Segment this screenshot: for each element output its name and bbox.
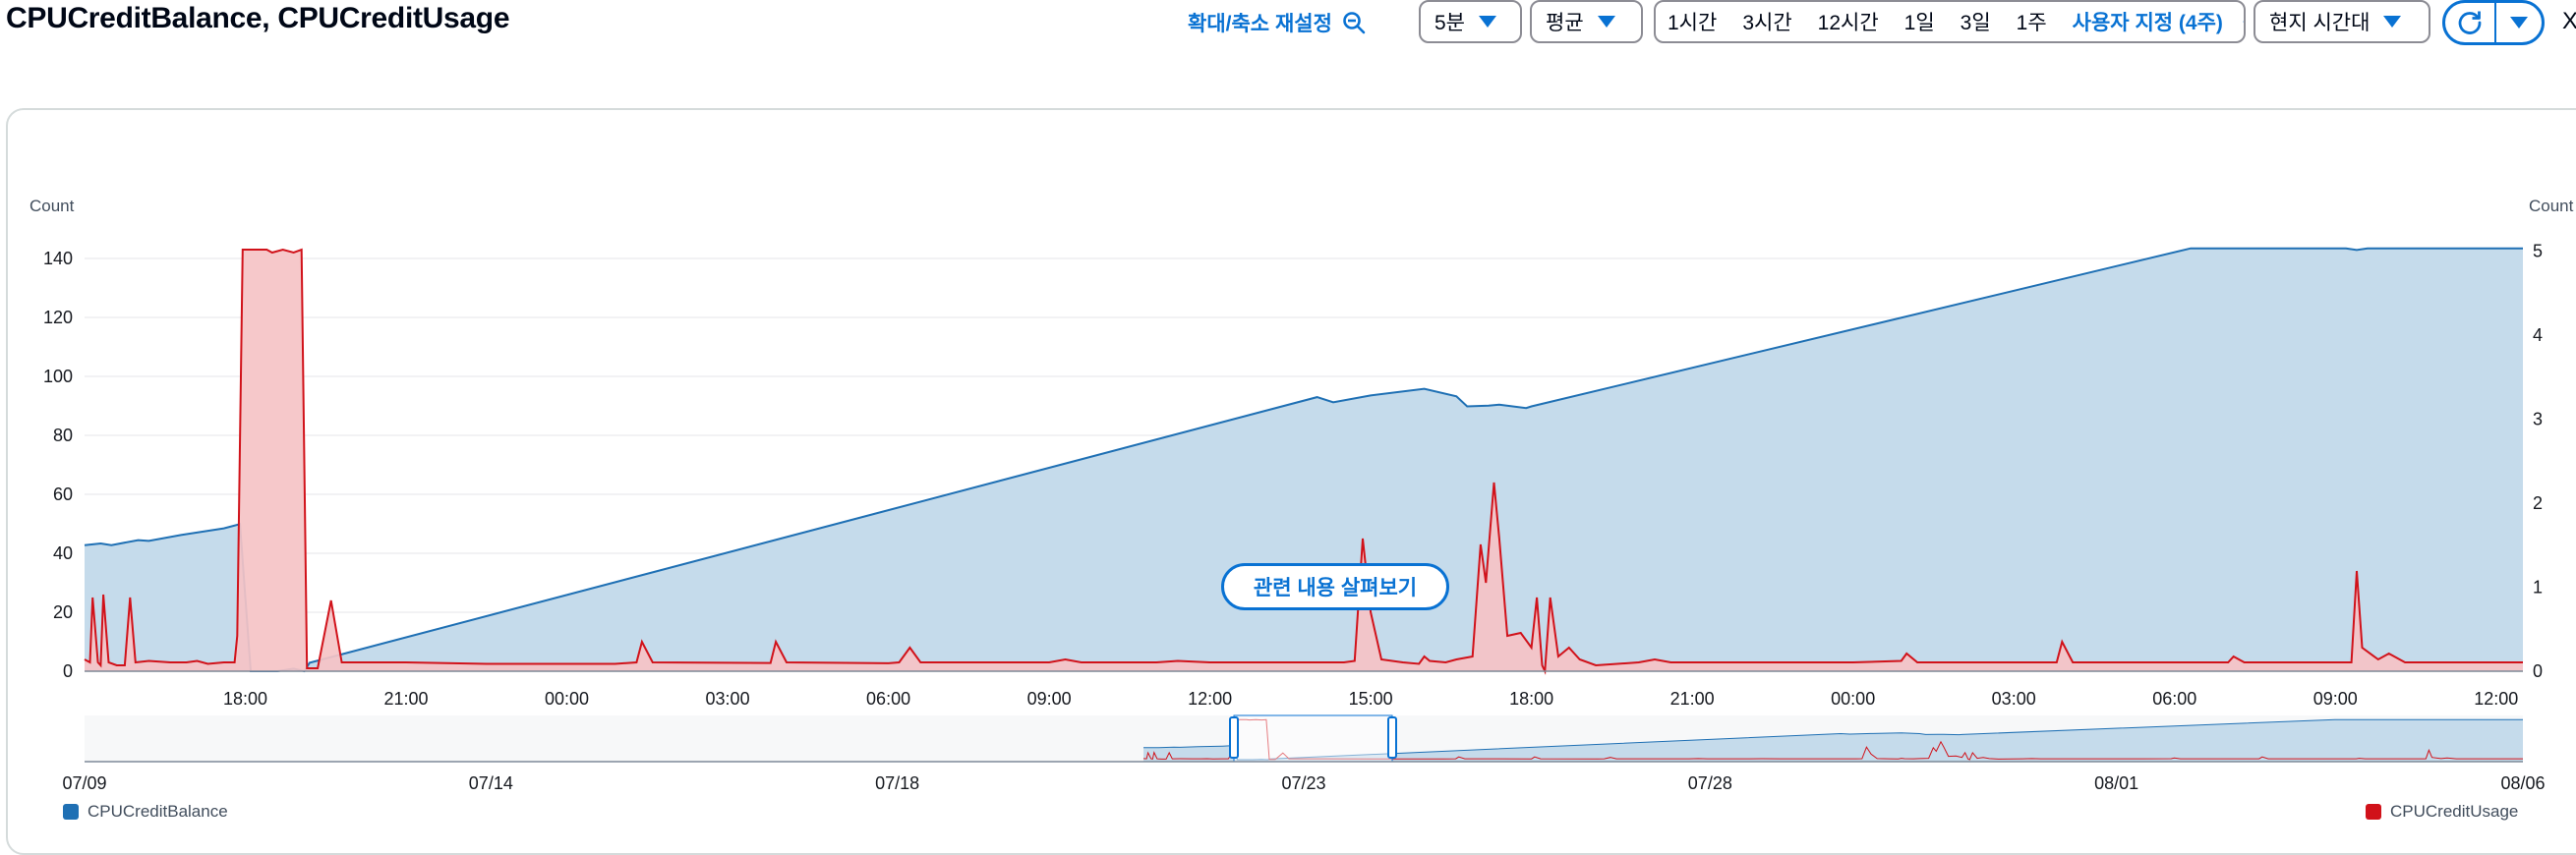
right-axis-tick-label: 0 <box>2533 661 2543 681</box>
overview-date-label: 07/23 <box>1281 773 1325 793</box>
x-axis-tick-label: 12:00 <box>2474 689 2518 709</box>
x-axis-tick-label: 21:00 <box>1670 689 1715 709</box>
legend-label: CPUCreditUsage <box>2390 802 2518 822</box>
overview-handle[interactable] <box>1230 717 1238 758</box>
x-axis-tick-label: 12:00 <box>1188 689 1232 709</box>
right-axis-tick-label: 4 <box>2533 325 2543 345</box>
legend-item-usage[interactable]: CPUCreditUsage <box>2366 802 2518 822</box>
x-axis-tick-label: 21:00 <box>384 689 429 709</box>
left-axis-tick-label: 140 <box>43 249 73 268</box>
right-axis-tick-label: 5 <box>2533 241 2543 260</box>
overview-date-label: 07/18 <box>875 773 919 793</box>
legend-item-balance[interactable]: CPUCreditBalance <box>63 802 228 822</box>
overview-date-label: 07/14 <box>469 773 513 793</box>
left-axis-tick-label: 80 <box>53 426 73 445</box>
overview-handle[interactable] <box>1388 717 1396 758</box>
overview-date-label: 07/09 <box>62 773 106 793</box>
x-axis-tick-label: 00:00 <box>1831 689 1875 709</box>
right-axis-tick-label: 3 <box>2533 409 2543 428</box>
x-axis-tick-label: 03:00 <box>1992 689 2036 709</box>
x-axis-tick-label: 09:00 <box>1027 689 1072 709</box>
legend-swatch <box>2366 804 2381 820</box>
x-axis-tick-label: 06:00 <box>866 689 910 709</box>
right-axis-tick-label: 1 <box>2533 577 2543 597</box>
legend-label: CPUCreditBalance <box>88 802 228 822</box>
x-axis-tick-label: 00:00 <box>545 689 589 709</box>
x-axis-tick-label: 18:00 <box>223 689 267 709</box>
overview-date-label: 08/06 <box>2500 773 2545 793</box>
left-axis-label: Count <box>29 197 75 215</box>
x-axis-tick-label: 15:00 <box>1349 689 1393 709</box>
left-axis-tick-label: 60 <box>53 484 73 504</box>
left-axis-tick-label: 40 <box>53 543 73 563</box>
x-axis-tick-label: 03:00 <box>706 689 750 709</box>
left-axis-tick-label: 0 <box>63 661 73 681</box>
x-axis-tick-label: 09:00 <box>2313 689 2358 709</box>
left-axis-tick-label: 120 <box>43 308 73 327</box>
x-axis-tick-label: 18:00 <box>1509 689 1553 709</box>
overview-date-label: 07/28 <box>1688 773 1732 793</box>
overview-date-label: 08/01 <box>2094 773 2138 793</box>
legend-swatch <box>63 804 79 820</box>
right-axis-tick-label: 2 <box>2533 493 2543 513</box>
right-axis-label: Count <box>2529 197 2574 215</box>
x-axis-tick-label: 06:00 <box>2152 689 2196 709</box>
left-axis-tick-label: 20 <box>53 602 73 622</box>
explore-related-button[interactable]: 관련 내용 살펴보기 <box>1221 563 1449 610</box>
left-axis-tick-label: 100 <box>43 367 73 386</box>
overview-selection <box>1234 715 1392 762</box>
